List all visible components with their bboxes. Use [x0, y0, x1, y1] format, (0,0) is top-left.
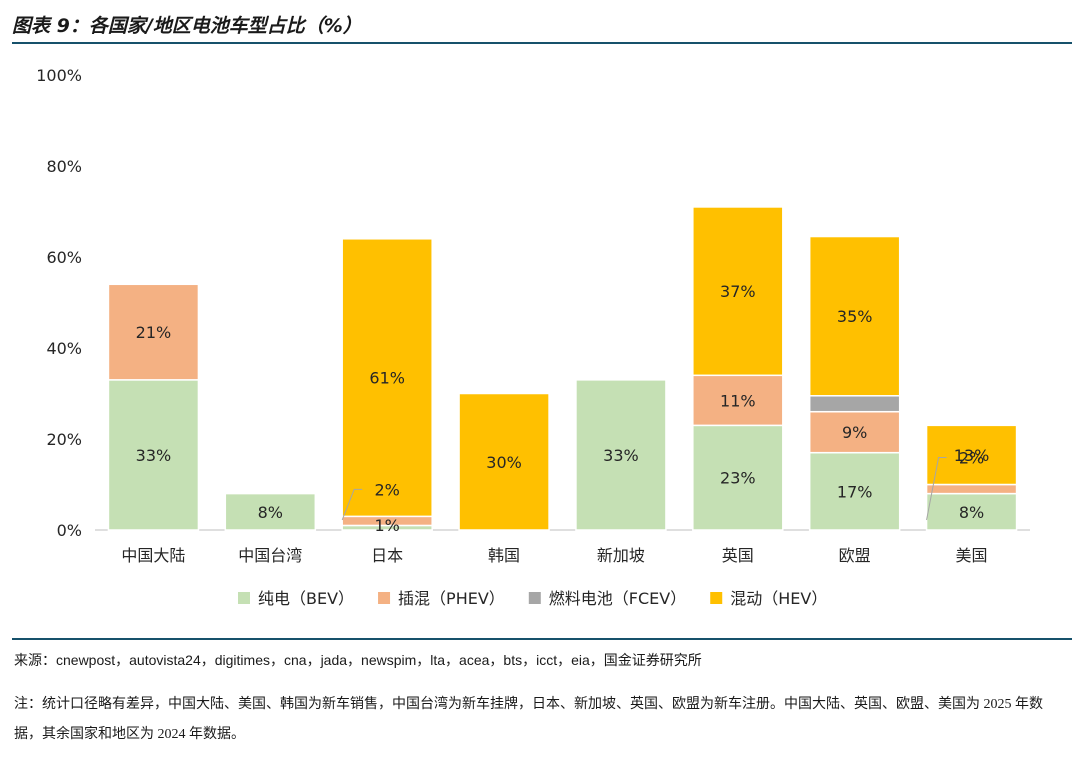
- legend-label: 纯电（BEV）: [258, 589, 354, 608]
- bar-segment: [341, 238, 433, 518]
- bar-segment: [107, 379, 200, 531]
- y-tick-label: 100%: [36, 66, 82, 85]
- data-label: 23%: [720, 469, 756, 488]
- figure-title: 图表 9：各国家/地区电池车型占比（%）: [12, 15, 362, 37]
- bar-segment: [692, 374, 784, 427]
- y-tick-label: 20%: [46, 430, 82, 449]
- legend-swatch: [238, 592, 250, 604]
- bar-segment: [925, 424, 1018, 486]
- x-tick-label: 中国大陆: [121, 546, 185, 565]
- data-label: 2%: [959, 449, 984, 468]
- bar-segment: [575, 379, 667, 531]
- x-tick-label: 中国台湾: [238, 546, 302, 565]
- data-label: 11%: [720, 391, 756, 410]
- bar-segment: [692, 424, 784, 531]
- x-tick-label: 欧盟: [839, 546, 871, 565]
- y-tick-label: 0%: [57, 521, 82, 540]
- x-tick-label: 英国: [722, 546, 754, 565]
- y-tick-label: 60%: [46, 248, 82, 267]
- bar-segment: [692, 206, 784, 377]
- legend-label: 插混（PHEV）: [398, 589, 505, 608]
- x-tick-label: 韩国: [488, 546, 520, 565]
- data-label: 17%: [837, 482, 873, 501]
- data-label: 2%: [374, 480, 399, 499]
- source-divider: [12, 638, 1072, 640]
- data-label: 21%: [136, 323, 172, 342]
- bar-segment: [224, 492, 317, 531]
- bar-segment: [808, 395, 901, 413]
- data-label: 13%: [954, 446, 990, 465]
- title-divider: [12, 42, 1072, 44]
- legend-label: 燃料电池（FCEV）: [549, 589, 686, 608]
- x-tick-label: 美国: [956, 546, 988, 565]
- data-label: 9%: [842, 423, 867, 442]
- bar-segment: [458, 392, 550, 531]
- leader-line: [341, 488, 363, 521]
- x-tick-label: 新加坡: [597, 546, 645, 565]
- bar-segment: [925, 483, 1018, 495]
- source-text: 来源：cnewpost，autovista24，digitimes，cna，ja…: [14, 652, 702, 668]
- data-label: 61%: [369, 369, 405, 388]
- data-label: 1%: [374, 516, 399, 535]
- leader-line: [926, 457, 947, 521]
- data-label: 8%: [959, 503, 984, 522]
- bar-segment: [107, 283, 200, 381]
- stacked-bar-chart: 0% 20% 40% 60% 80% 100% 33% 21% 中国大陆 8% 中国台湾 1% 2% 61…: [36, 66, 1030, 608]
- data-label: 8%: [258, 503, 283, 522]
- bar-segment: [808, 451, 901, 531]
- bar-segment: [808, 410, 901, 454]
- bar-segment: [808, 235, 901, 397]
- legend-swatch: [378, 592, 391, 604]
- data-label: 30%: [486, 453, 522, 472]
- legend-swatch: [710, 592, 723, 604]
- y-tick-label: 80%: [46, 157, 82, 176]
- x-tick-label: 日本: [371, 546, 403, 565]
- data-label: 37%: [720, 282, 756, 301]
- data-label: 33%: [603, 446, 639, 465]
- data-label: 35%: [837, 307, 873, 326]
- legend-label: 混动（HEV）: [730, 589, 827, 608]
- note-text: 注：统计口径略有差异，中国大陆、美国、韩国为新车销售，中国台湾为新车挂牌，日本、…: [14, 697, 1043, 742]
- y-tick-label: 40%: [46, 339, 82, 358]
- legend-swatch: [528, 592, 541, 604]
- data-label: 33%: [136, 446, 172, 465]
